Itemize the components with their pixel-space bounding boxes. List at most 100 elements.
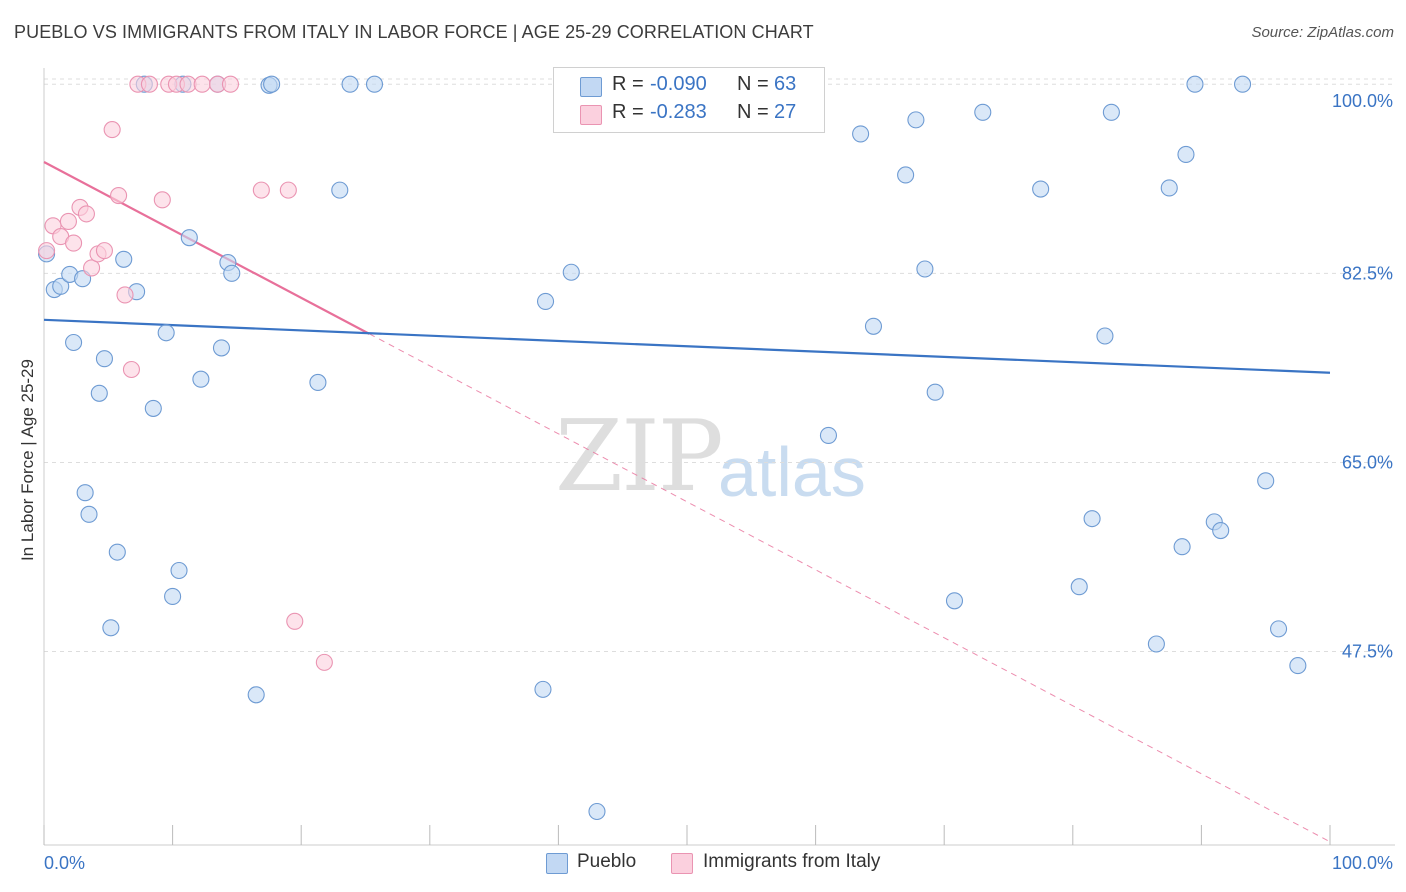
data-point-italy	[252, 181, 270, 199]
trend-lines	[43, 161, 1331, 843]
data-point-pueblo	[1289, 657, 1307, 675]
data-point-italy	[83, 259, 101, 277]
data-point-pueblo	[80, 505, 98, 523]
data-point-pueblo	[341, 75, 359, 93]
watermark-atlas: atlas	[718, 433, 866, 511]
legend-n-label: N =	[737, 73, 769, 95]
data-point-italy	[122, 360, 140, 379]
data-point-pueblo	[52, 277, 70, 295]
legend-n-value: 27	[774, 101, 797, 123]
gridlines	[44, 78, 1395, 653]
data-point-pueblo	[1177, 145, 1195, 164]
data-point-italy	[110, 186, 128, 205]
trend-line-italy-extension	[369, 333, 1331, 843]
data-point-pueblo	[534, 680, 552, 698]
data-point-pueblo	[1212, 521, 1230, 540]
data-point-pueblo	[1160, 179, 1178, 197]
data-point-pueblo	[1083, 510, 1101, 528]
data-point-pueblo	[108, 543, 126, 561]
bottom-legend-italy: Immigrants from Italy	[703, 851, 881, 872]
data-point-pueblo	[864, 317, 883, 335]
x-tick-label: 0.0%	[44, 853, 85, 873]
data-point-pueblo	[331, 181, 349, 199]
data-point-pueblo	[1234, 75, 1252, 93]
data-point-pueblo	[263, 75, 281, 93]
data-point-pueblo	[852, 125, 870, 143]
data-point-pueblo	[974, 103, 992, 121]
data-point-pueblo	[212, 339, 231, 357]
data-point-italy	[65, 234, 83, 252]
data-point-pueblo	[164, 587, 182, 605]
data-point-italy	[315, 653, 333, 671]
data-point-italy	[77, 205, 95, 223]
data-point-pueblo	[1173, 538, 1191, 556]
data-point-pueblo	[945, 592, 964, 610]
data-point-pueblo	[1186, 75, 1204, 93]
data-point-pueblo	[926, 383, 944, 401]
data-point-italy	[38, 242, 56, 260]
y-tick-label: 47.5%	[1342, 642, 1393, 662]
data-point-italy	[221, 75, 240, 93]
legend-n-value: 63	[774, 73, 797, 95]
data-point-pueblo	[309, 373, 327, 392]
data-point-pueblo	[365, 75, 384, 93]
bottom-legend-swatch-italy	[671, 853, 693, 874]
data-point-italy	[193, 75, 211, 93]
data-point-pueblo	[65, 333, 83, 352]
data-point-pueblo	[588, 802, 606, 821]
chart-title: PUEBLO VS IMMIGRANTS FROM ITALY IN LABOR…	[14, 22, 814, 42]
y-tick-label: 65.0%	[1342, 452, 1393, 472]
data-point-italy	[140, 75, 159, 93]
legend-n-label: N =	[737, 101, 769, 123]
data-point-italy	[116, 286, 134, 304]
y-tick-label: 82.5%	[1342, 263, 1393, 283]
data-point-pueblo	[1270, 620, 1288, 638]
data-point-pueblo	[90, 384, 108, 402]
data-point-pueblo	[819, 426, 838, 444]
watermark-zip: ZIP	[555, 400, 724, 514]
legend-r-label: R =	[612, 73, 644, 95]
legend-r-value: -0.283	[650, 101, 707, 123]
legend-swatch-italy	[580, 105, 602, 125]
data-point-pueblo	[1102, 103, 1120, 121]
data-point-pueblo	[76, 484, 94, 502]
data-point-pueblo	[170, 561, 188, 580]
source-note: Source: ZipAtlas.com	[1251, 24, 1394, 41]
data-point-pueblo	[1147, 635, 1165, 653]
y-axis-label: In Labor Force | Age 25-29	[18, 359, 37, 561]
data-point-italy	[153, 191, 171, 209]
data-point-italy	[279, 181, 297, 199]
trend-line-pueblo	[43, 318, 1331, 374]
data-points	[38, 75, 1307, 821]
data-point-pueblo	[907, 111, 925, 129]
legend-swatch-pueblo	[580, 77, 602, 97]
data-point-italy	[286, 612, 304, 630]
bottom-legend-swatch-pueblo	[546, 853, 568, 874]
data-point-italy	[95, 242, 113, 260]
data-point-pueblo	[115, 250, 133, 268]
data-point-pueblo	[247, 686, 265, 704]
data-point-italy	[103, 121, 121, 139]
data-point-pueblo	[1070, 578, 1088, 596]
correlation-legend: R = -0.090 N = 63 R = -0.283 N = 27	[553, 67, 825, 133]
data-point-pueblo	[1096, 327, 1114, 345]
axes	[43, 68, 1395, 846]
data-point-pueblo	[157, 324, 175, 342]
data-point-pueblo	[536, 292, 555, 310]
legend-r-value: -0.090	[650, 73, 707, 95]
data-point-pueblo	[95, 350, 113, 368]
legend-r-label: R =	[612, 101, 644, 123]
data-point-pueblo	[192, 370, 210, 388]
data-point-pueblo	[1257, 472, 1275, 490]
tick-labels: 47.5% 65.0% 82.5% 100.0% 0.0% 100.0%	[44, 91, 1393, 873]
data-point-pueblo	[180, 229, 198, 247]
bottom-legend-pueblo: Pueblo	[577, 851, 637, 872]
data-point-italy	[59, 212, 77, 231]
data-point-pueblo	[1032, 180, 1050, 198]
y-tick-label: 100.0%	[1332, 91, 1393, 111]
data-point-pueblo	[223, 264, 241, 282]
data-point-pueblo	[916, 260, 934, 278]
trend-line-italy	[43, 161, 370, 335]
data-point-pueblo	[562, 263, 580, 281]
